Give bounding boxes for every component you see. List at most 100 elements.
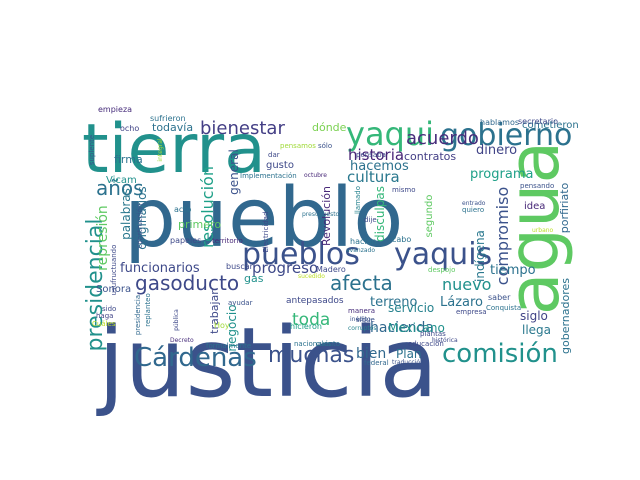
cloud-word: Madero	[316, 265, 346, 274]
cloud-word: pueblo	[124, 171, 403, 266]
cloud-word: histórica	[432, 337, 458, 344]
cloud-word: Conquista	[486, 304, 521, 312]
cloud-word: antepasados	[286, 296, 344, 306]
cloud-word: Mexicano	[388, 321, 445, 335]
cloud-word: programa	[470, 167, 533, 182]
cloud-word: avanzado	[346, 247, 375, 254]
cloud-word: gobierno	[440, 118, 572, 153]
cloud-word: haga	[96, 312, 113, 320]
cloud-word: agua	[493, 141, 575, 316]
cloud-word: historia	[348, 146, 404, 164]
cloud-word: indígena	[473, 230, 487, 282]
cloud-word: ocho	[120, 124, 139, 133]
cloud-word: federal	[364, 359, 389, 367]
cloud-word: dije	[364, 216, 377, 224]
cloud-word: cuánto	[316, 340, 340, 348]
cloud-word: mismo	[392, 186, 416, 194]
cloud-word: presidencial	[83, 219, 108, 352]
cloud-word: gas	[244, 272, 264, 285]
cloud-word: suplente	[88, 135, 96, 165]
cloud-word: Decreto	[170, 337, 194, 344]
cloud-word: secretario	[518, 117, 558, 126]
cloud-word: funcionarios	[120, 261, 200, 276]
cloud-word: Implementación	[240, 172, 297, 180]
cloud-word: siglo	[520, 309, 548, 323]
cloud-word: hicieron	[290, 322, 322, 331]
cloud-word: plantas	[420, 330, 446, 338]
cloud-word: yaqui	[346, 115, 434, 153]
cloud-word: Hoy	[214, 321, 230, 330]
cloud-word: urbano	[532, 227, 554, 234]
cloud-word: pensamos	[280, 142, 316, 150]
cloud-word: yaquis	[394, 237, 492, 272]
cloud-word: presidencia	[134, 295, 142, 335]
cloud-word: servicio	[388, 301, 434, 315]
cloud-word: palabras	[119, 188, 133, 240]
cloud-word: Plan	[396, 347, 422, 361]
cloud-word: territorio	[212, 237, 243, 245]
cloud-word: compromiso	[493, 187, 512, 286]
cloud-word: bien	[356, 346, 386, 362]
cloud-word: formalmente	[206, 342, 251, 350]
cloud-word: Revolución	[320, 186, 333, 246]
cloud-word: hacían	[350, 237, 377, 246]
cloud-word: despojo	[428, 266, 455, 274]
cloud-word: ayudar	[228, 299, 253, 307]
cloud-word: pensando	[520, 182, 554, 190]
cloud-word: quiero	[462, 206, 484, 214]
cloud-word: empresa	[456, 308, 487, 316]
cloud-word: porfiriato	[558, 182, 571, 233]
cloud-word: manera	[348, 307, 375, 315]
cloud-word: Cárdenas	[134, 343, 257, 373]
cloud-word: sólo	[318, 142, 332, 150]
cloud-word: nuevo	[442, 275, 491, 294]
cloud-word: idea	[524, 201, 545, 212]
cloud-word: Electricidad	[262, 211, 270, 252]
cloud-word: justicia	[96, 307, 438, 419]
cloud-word: dinero	[476, 143, 517, 158]
cloud-word: llamado	[354, 186, 362, 214]
cloud-word: dónde	[312, 121, 347, 134]
cloud-word: integral	[157, 138, 164, 161]
cloud-word: saber	[488, 293, 511, 302]
cloud-word: acto	[174, 205, 191, 214]
cloud-word: años	[96, 176, 144, 200]
cloud-word: dar	[268, 151, 280, 159]
cloud-word: afecta	[330, 271, 393, 295]
cloud-word: negocio	[225, 304, 239, 351]
cloud-word: papeles	[170, 236, 201, 245]
cloud-word: acuerdo	[406, 128, 479, 149]
cloud-word: construcción	[136, 204, 144, 249]
cloud-word: represión	[95, 205, 111, 271]
cloud-word: Cuáles	[92, 320, 116, 328]
cloud-word: sucedido	[298, 273, 325, 280]
cloud-word: presupuesto	[302, 211, 340, 218]
cloud-word: sufrieron	[150, 114, 186, 123]
cloud-word: Lázaro	[440, 295, 483, 310]
cloud-word: cometieron	[522, 120, 579, 131]
cloud-word: contratos	[404, 150, 456, 163]
cloud-word: pública	[173, 309, 180, 331]
cloud-word: segundo	[424, 195, 435, 238]
cloud-word: hablamos	[480, 118, 519, 127]
cloud-word: usufructuando	[110, 245, 118, 296]
cloud-word: disculpas	[373, 186, 387, 242]
cloud-word: gasoducto	[135, 271, 239, 295]
cloud-word: firma	[114, 153, 143, 166]
cloud-word: trabajar	[208, 290, 221, 334]
cloud-word: inédito	[350, 316, 371, 323]
cloud-word: gusto	[266, 160, 294, 171]
cloud-word: sido	[102, 305, 116, 313]
cloud-word: general	[227, 149, 241, 195]
cloud-word: entrado	[462, 200, 486, 207]
cloud-word: comisión	[442, 339, 558, 369]
cloud-word: todavía	[152, 121, 193, 134]
cloud-word: originarios	[135, 186, 149, 249]
cloud-word: muchas	[268, 343, 354, 368]
cloud-word: Sonora	[96, 284, 131, 295]
cloud-word: empieza	[98, 105, 132, 114]
cloud-word: progreso	[252, 259, 318, 277]
cloud-word: gobernadores	[559, 278, 572, 354]
cloud-word: replanteo	[144, 293, 152, 326]
